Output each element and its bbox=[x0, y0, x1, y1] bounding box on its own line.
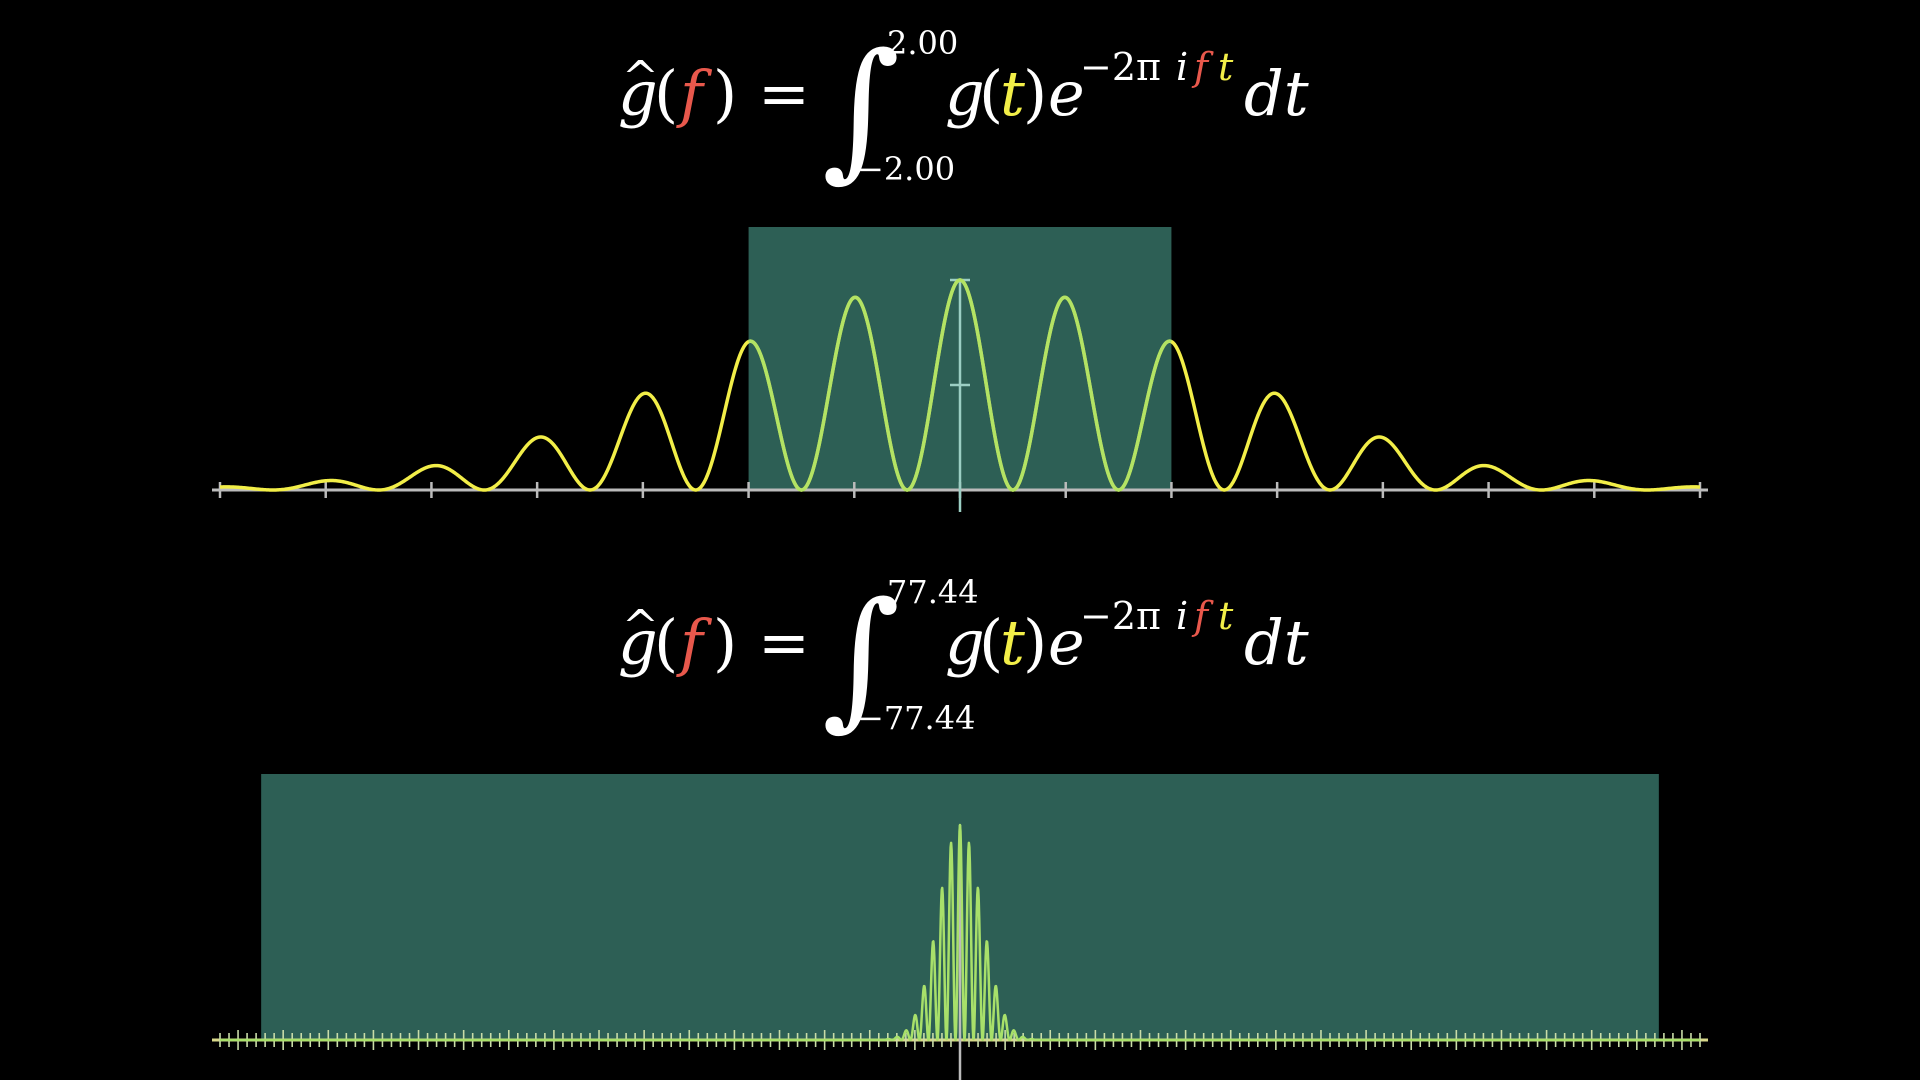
plot-top-canvas bbox=[212, 227, 1708, 512]
formula-differential: dt bbox=[1244, 606, 1309, 679]
formula-lhs-open-paren: ( bbox=[654, 606, 678, 679]
formula-exp-i: i bbox=[1176, 45, 1188, 89]
formula-exp-prefix: −2π bbox=[1080, 594, 1161, 638]
plot-top bbox=[0, 200, 1920, 520]
formula-upper-limit: 77.44 bbox=[887, 573, 979, 611]
formula-exp-f: f bbox=[1191, 45, 1214, 89]
formula-exp-base: e bbox=[1048, 606, 1085, 679]
formula-integral-sign: ∫ bbox=[822, 571, 900, 745]
formula-exp-f: f bbox=[1191, 594, 1214, 638]
formula-exp-prefix: −2π bbox=[1080, 45, 1161, 89]
formula-hat: ^ bbox=[622, 52, 659, 103]
formula-differential: dt bbox=[1244, 57, 1309, 130]
formula-upper-limit: 2.00 bbox=[887, 24, 958, 62]
formula-integrand-open-paren: ( bbox=[979, 606, 1003, 679]
formula-integral-sign: ∫ bbox=[822, 22, 900, 196]
formula-lhs-func: g bbox=[618, 606, 658, 679]
formula-lhs-close-paren: ) bbox=[713, 606, 737, 679]
formula-equals: = bbox=[758, 606, 810, 679]
formula-exp-t: t bbox=[1218, 45, 1234, 89]
formula-lower-limit: −77.44 bbox=[857, 699, 975, 737]
formula-integrand-open-paren: ( bbox=[979, 57, 1003, 130]
formula-integrand-var-t: t bbox=[1000, 57, 1025, 130]
formula-lhs-var-f: f bbox=[676, 606, 713, 679]
formula-lhs-func: g bbox=[618, 57, 658, 130]
fourier-formula-bottom: ^ g ( f ) = ∫ 77.44 −77.44 g ( t ) e −2π… bbox=[0, 559, 1920, 749]
formula-lower-limit: −2.00 bbox=[857, 150, 955, 188]
formula-exp-i: i bbox=[1176, 594, 1188, 638]
formula-integrand-func: g bbox=[945, 606, 985, 679]
formula-equals: = bbox=[758, 57, 810, 130]
formula-hat: ^ bbox=[622, 601, 659, 652]
fourier-formula-top: ^ g ( f ) = ∫ 2.00 −2.00 g ( t ) e −2π i… bbox=[0, 10, 1920, 200]
formula-integrand-var-t: t bbox=[1000, 606, 1025, 679]
function-curve-windowed bbox=[747, 278, 1173, 492]
formula-integrand-func: g bbox=[945, 57, 985, 130]
formula-exp-base: e bbox=[1048, 57, 1085, 130]
function-curve bbox=[219, 823, 1701, 1042]
plot-bottom bbox=[0, 750, 1920, 1080]
plot-bottom-canvas bbox=[212, 774, 1708, 1080]
formula-integrand-close-paren: ) bbox=[1023, 606, 1047, 679]
formula-lhs-var-f: f bbox=[676, 57, 713, 130]
formula-lhs-close-paren: ) bbox=[713, 57, 737, 130]
formula-lhs-open-paren: ( bbox=[654, 57, 678, 130]
formula-integrand-close-paren: ) bbox=[1023, 57, 1047, 130]
formula-exp-t: t bbox=[1218, 594, 1234, 638]
